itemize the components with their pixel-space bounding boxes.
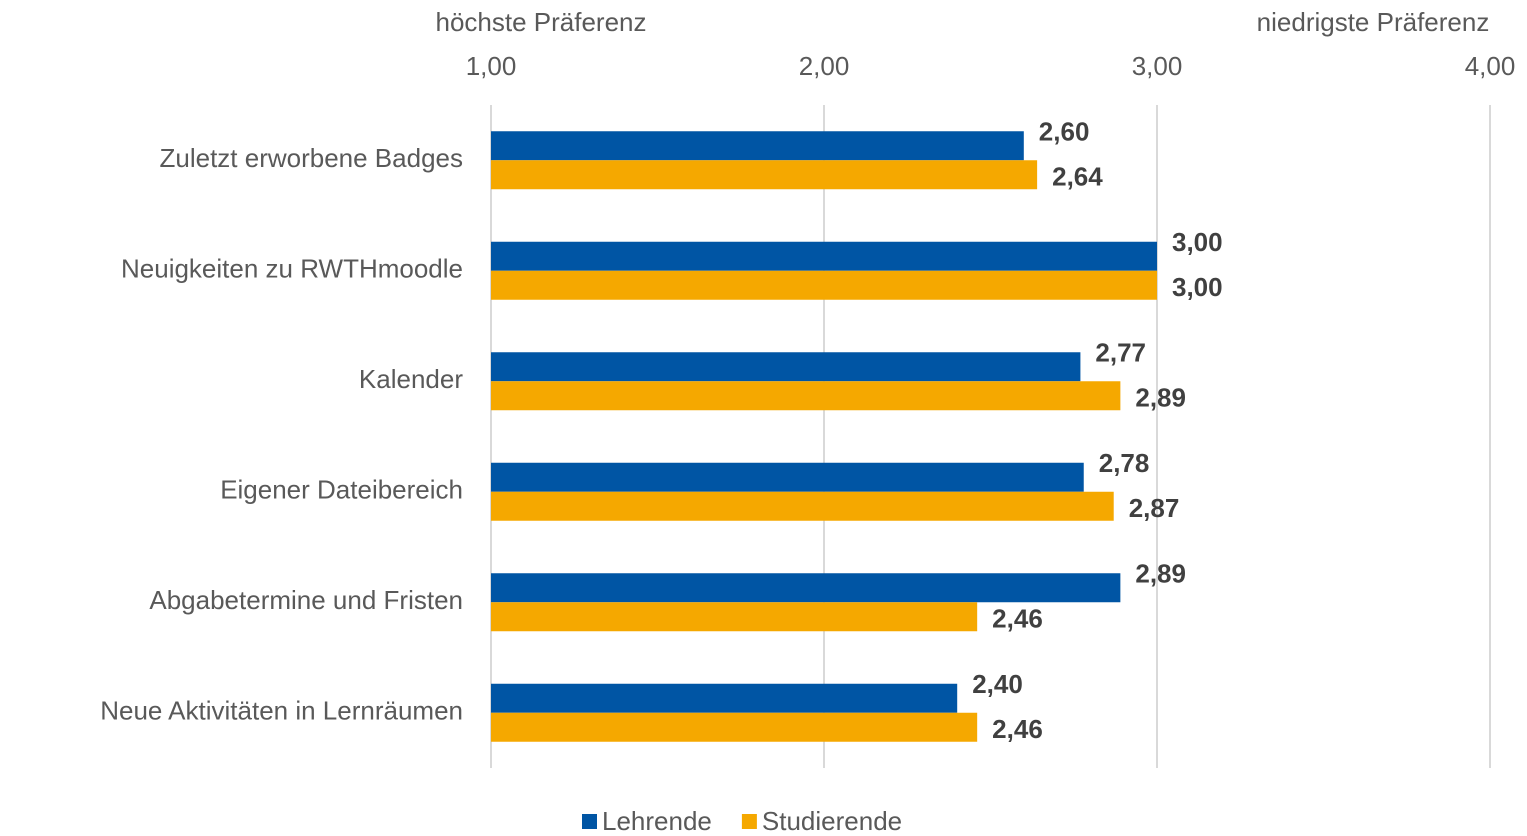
data-label: 2,87 (1129, 493, 1180, 523)
bar (491, 131, 1024, 161)
data-label: 3,00 (1172, 227, 1223, 257)
bar (491, 160, 1038, 190)
x-tick-label: 2,00 (799, 51, 850, 81)
bar (491, 602, 978, 632)
data-label: 2,77 (1095, 338, 1146, 368)
legend-label: Lehrende (602, 806, 712, 836)
data-label: 3,00 (1172, 272, 1223, 302)
y-tick-label: Zuletzt erworbene Badges (159, 143, 463, 173)
y-tick-label: Abgabetermine und Fristen (149, 585, 463, 615)
bar (491, 683, 958, 713)
bar (491, 241, 1157, 271)
bar (491, 462, 1084, 492)
data-label: 2,60 (1039, 117, 1090, 147)
bar (491, 712, 978, 742)
data-label: 2,89 (1135, 383, 1186, 413)
x-tick-label: 4,00 (1465, 51, 1516, 81)
bar (491, 381, 1121, 411)
data-label: 2,78 (1099, 448, 1150, 478)
bar (491, 352, 1081, 382)
x-tick-label: 1,00 (466, 51, 517, 81)
bar (491, 270, 1157, 300)
y-tick-label: Neuigkeiten zu RWTHmoodle (121, 254, 463, 284)
data-label: 2,64 (1052, 162, 1103, 192)
axis-annotation: niedrigste Präferenz (1257, 7, 1490, 37)
data-label: 2,89 (1135, 559, 1186, 589)
y-tick-label: Neue Aktivitäten in Lernräumen (100, 696, 463, 726)
legend-swatch (582, 814, 597, 829)
legend-swatch (741, 814, 757, 829)
axis-annotation: höchste Präferenz (435, 7, 646, 37)
legend-label: Studierende (762, 806, 902, 836)
data-label: 2,46 (992, 714, 1043, 744)
x-tick-label: 3,00 (1132, 51, 1183, 81)
data-label: 2,46 (992, 604, 1043, 634)
y-tick-label: Eigener Dateibereich (220, 475, 463, 505)
data-label: 2,40 (972, 669, 1023, 699)
y-tick-label: Kalender (359, 364, 463, 394)
bar (491, 573, 1121, 603)
bar (491, 491, 1114, 521)
